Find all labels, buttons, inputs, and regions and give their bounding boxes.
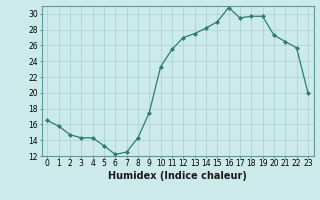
X-axis label: Humidex (Indice chaleur): Humidex (Indice chaleur) [108, 171, 247, 181]
